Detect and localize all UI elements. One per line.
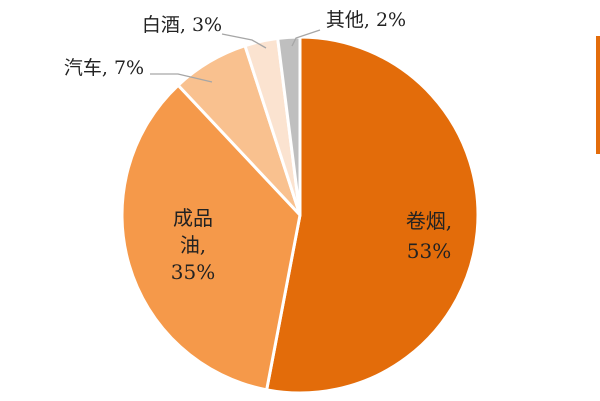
slice-label-1: 卷烟, 53% — [406, 209, 452, 263]
slice-label-line: 35% — [171, 260, 215, 284]
slice-label-line: 汽车, 7% — [64, 57, 144, 79]
slice-label-2: 成品油, 35% — [171, 206, 215, 284]
slice-label-line: 卷烟, — [406, 209, 452, 233]
leader-lines — [150, 29, 321, 83]
slice-label-line: 白酒, 3% — [142, 14, 222, 36]
slice-labels: 卷烟, 53% 成品油, 35% 汽车, 7% 白酒, 3% 其他, 2% — [64, 9, 452, 284]
slice-label-5: 其他, 2% — [326, 9, 406, 31]
pie-slice-1 — [265, 35, 480, 395]
leader-line-3 — [150, 73, 213, 83]
pie-slice-2 — [120, 83, 302, 392]
slice-label-line: 53% — [407, 239, 451, 263]
leader-line-4 — [221, 33, 267, 49]
slice-label-3: 汽车, 7% — [64, 57, 144, 79]
leader-line-5 — [291, 29, 321, 47]
slice-label-4: 白酒, 3% — [142, 14, 222, 36]
slice-label-line: 成品 — [173, 206, 213, 230]
slice-label-line: 油, — [180, 233, 206, 257]
legend-color-swatch — [596, 36, 600, 154]
slice-label-line: 其他, 2% — [326, 9, 406, 31]
